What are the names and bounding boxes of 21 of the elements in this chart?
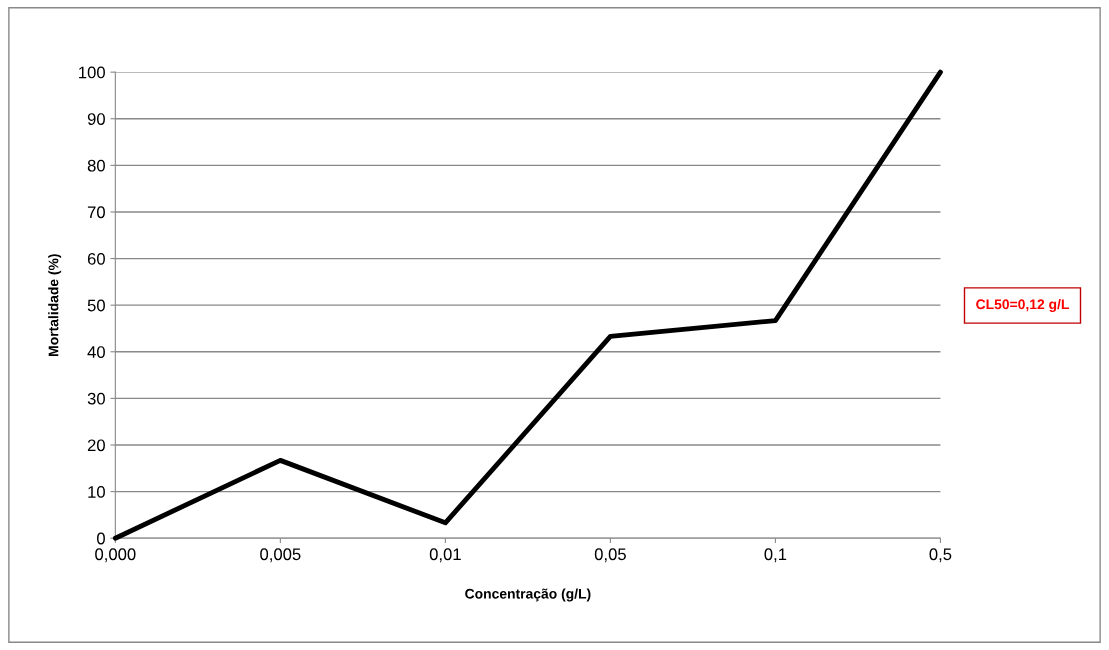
- y-tick-label: 30: [87, 392, 105, 405]
- y-tick-label: 40: [87, 346, 105, 358]
- y-tick-label: 0: [97, 532, 105, 545]
- x-tick-label: 0,01: [429, 548, 461, 563]
- y-tick-label: 60: [87, 252, 105, 265]
- y-tick-label: 70: [87, 206, 105, 219]
- y-tick-label: 100: [79, 66, 105, 79]
- x-tick-label: 0,005: [260, 548, 301, 563]
- y-tick-label: 90: [87, 113, 105, 125]
- y-tick-label: 50: [87, 299, 105, 312]
- y-axis-title: Mortalidade (%): [48, 254, 62, 356]
- y-tick-label: 10: [88, 486, 105, 498]
- x-tick-label: 0,1: [764, 548, 787, 563]
- y-tick-label: 80: [87, 159, 105, 172]
- x-tick-label: 0,05: [594, 548, 626, 563]
- text: CL50=0,12 g/L: [976, 299, 1069, 312]
- x-axis-title: Concentração (g/L): [465, 588, 591, 602]
- x-tick-label: 0,000: [95, 548, 136, 563]
- line-series: [112, 69, 943, 541]
- x-tick-label: 0,5: [929, 548, 952, 563]
- y-tick-label: 20: [87, 439, 105, 452]
